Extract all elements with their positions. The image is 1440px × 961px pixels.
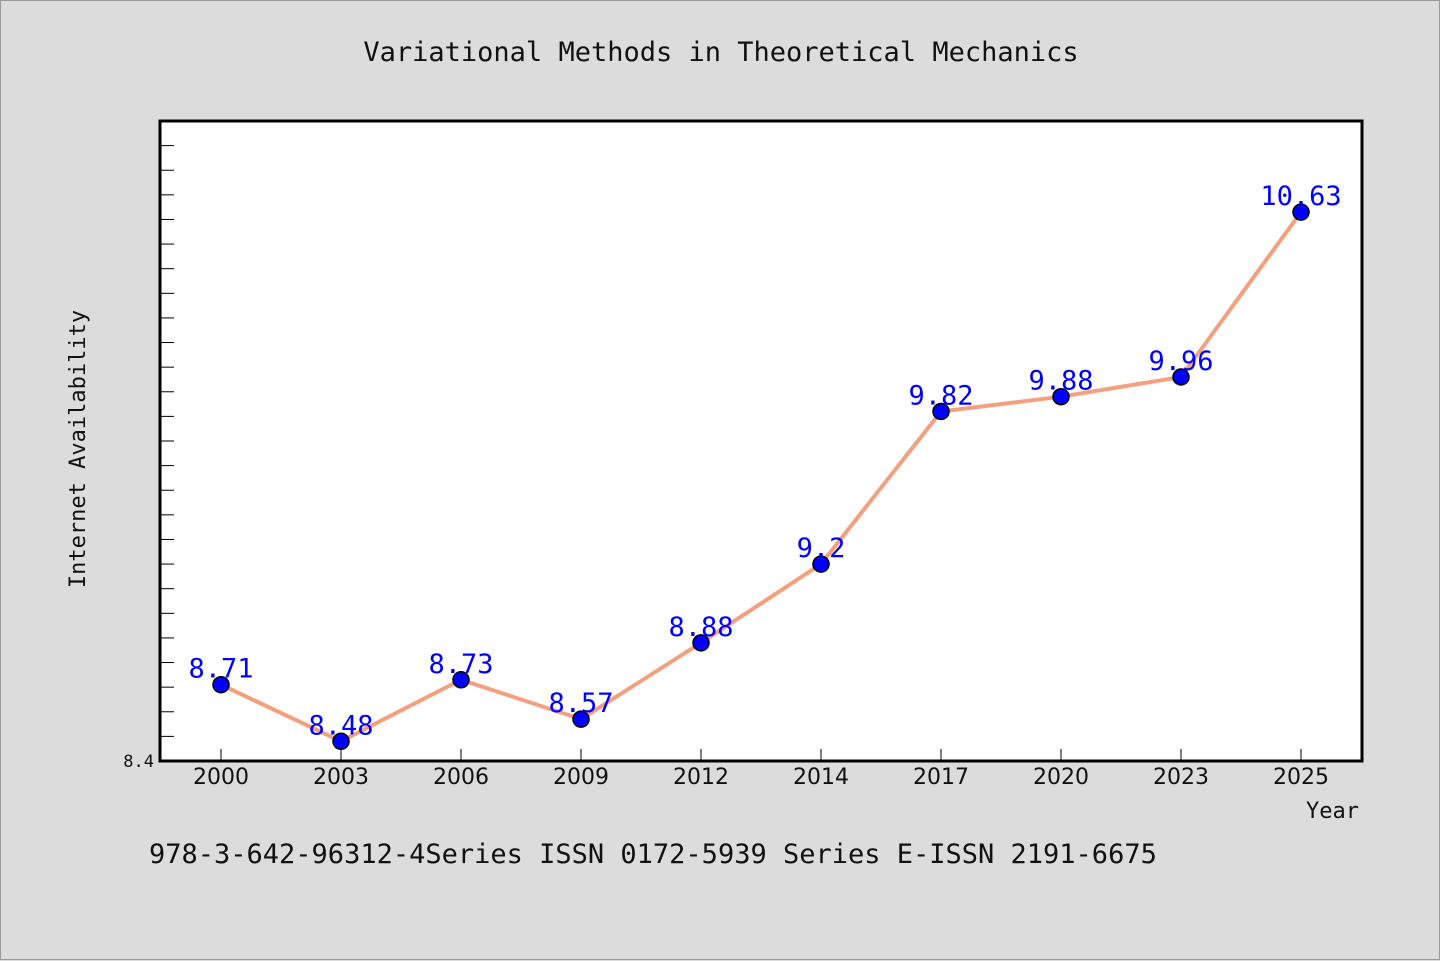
series-layer: [212, 203, 1310, 751]
footer-isbn-text: 978-3-642-96312-4Series ISSN 0172-5939 S…: [149, 839, 1157, 870]
data-point-marker: [1052, 387, 1070, 406]
data-label: 8.73: [428, 649, 493, 680]
data-point-marker: [332, 732, 350, 751]
data-label: 8.71: [188, 654, 253, 685]
x-axis-ticks: 2000 2003 2006 2009 2012 2014 2017 2020 2023 2025: [193, 749, 1329, 790]
data-label: 8.57: [548, 688, 613, 719]
x-tick-label: 2012: [673, 765, 729, 790]
data-point-marker: [1172, 368, 1190, 386]
data-point-marker: [1292, 203, 1310, 221]
plot-area: [158, 119, 1364, 763]
x-tick-label: 2023: [1153, 765, 1209, 790]
data-point-marker: [452, 671, 470, 689]
data-point-marker: [812, 555, 830, 573]
x-tick-label: 2009: [553, 765, 609, 790]
y-axis-title: Internet Availability: [66, 310, 91, 588]
x-axis-title: Year: [1306, 799, 1359, 824]
x-tick-label: 2006: [433, 765, 489, 790]
data-label: 8.88: [668, 612, 733, 643]
data-label: 9.2: [797, 533, 846, 564]
x-tick-label: 2020: [1033, 765, 1089, 790]
chart-title: Variational Methods in Theoretical Mecha…: [363, 37, 1078, 68]
x-tick-label: 2025: [1273, 765, 1329, 790]
data-point-marker: [932, 402, 950, 421]
x-tick-label: 2014: [793, 765, 849, 790]
data-label: 9.96: [1148, 346, 1213, 377]
data-labels-layer: 8.71 8.48 8.73 8.57 8.88 9.2 9.82 9.88 9.96 10.63: [188, 181, 1341, 741]
x-tick-label: 2000: [193, 765, 249, 790]
x-tick-label: 2003: [313, 765, 369, 790]
data-point-marker: [692, 634, 710, 652]
data-label: 8.48: [308, 710, 373, 741]
data-point-marker: [212, 675, 230, 694]
y-tick-label: 8.4: [123, 752, 154, 772]
data-label: 9.88: [1028, 366, 1093, 397]
x-tick-label: 2017: [913, 765, 969, 790]
data-label: 10.63: [1260, 181, 1341, 212]
data-point-marker: [572, 710, 590, 728]
data-label: 9.82: [908, 380, 973, 411]
y-axis-ticks: 8.4: [123, 145, 174, 772]
series-line: [220, 210, 1303, 744]
